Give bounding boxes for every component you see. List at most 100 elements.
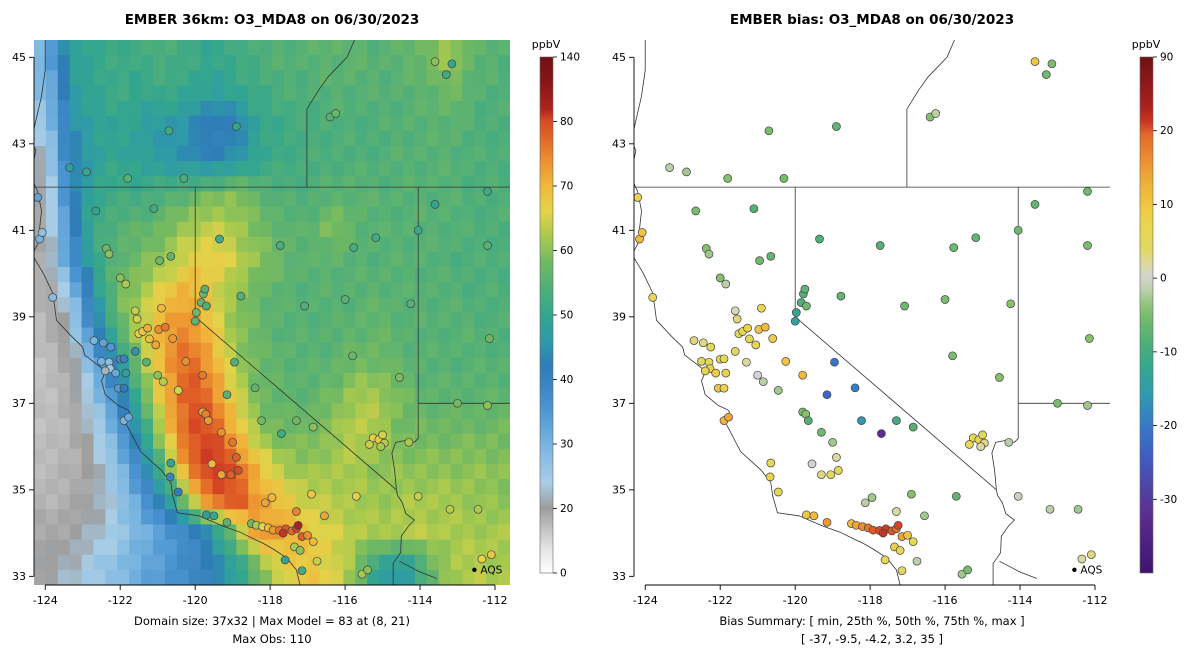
station-point xyxy=(348,351,357,361)
y-tick-label: 37 xyxy=(612,397,626,410)
colorbar-tick-label: 40 xyxy=(560,374,573,386)
station-point xyxy=(441,70,451,79)
station-point xyxy=(1047,59,1057,69)
station-point xyxy=(278,528,288,538)
station-point xyxy=(179,174,189,183)
x-tick-label: -122 xyxy=(708,594,733,607)
station-point xyxy=(963,565,972,575)
station-point xyxy=(751,340,761,350)
station-point xyxy=(893,520,903,530)
station-point xyxy=(755,256,764,265)
colorbar-tick-label: 60 xyxy=(560,245,573,257)
station-point xyxy=(89,336,99,345)
colorbar-tick-label: 10 xyxy=(1160,199,1173,211)
station-point xyxy=(365,440,374,449)
station-point xyxy=(151,340,161,350)
station-point xyxy=(1077,554,1087,564)
station-point xyxy=(912,556,922,566)
station-point xyxy=(951,491,961,501)
model-footer-line1: Domain size: 37x32 | Max Model = 83 at (… xyxy=(134,614,410,628)
bias-chart-layers: AQS -124 -122 -120 -118 -116 -114 -112 33 35 37 39 4… xyxy=(612,40,1177,607)
station-point xyxy=(250,383,260,393)
x-tick-label: -114 xyxy=(1008,594,1033,607)
y-tick-label: 35 xyxy=(12,483,26,496)
colorbar-tick-label: -20 xyxy=(1160,420,1177,432)
station-point xyxy=(745,334,754,344)
station-point xyxy=(706,342,716,352)
station-point xyxy=(757,303,766,313)
station-point xyxy=(297,566,307,576)
colorbar-tick-label: 0 xyxy=(560,568,567,580)
station-point xyxy=(689,336,699,345)
station-point xyxy=(145,334,154,344)
model-chart-layers: AQS -124 -122 -120 -118 -116 -114 -112 33 35 37 39 4… xyxy=(12,40,580,607)
station-point xyxy=(200,284,210,294)
station-point xyxy=(209,511,219,521)
station-point xyxy=(830,357,839,367)
station-point xyxy=(857,416,866,425)
station-point xyxy=(781,357,791,366)
station-point xyxy=(907,489,916,499)
station-point xyxy=(98,338,108,348)
station-point xyxy=(1030,57,1040,66)
station-point xyxy=(82,167,91,177)
station-point xyxy=(181,357,191,366)
station-point xyxy=(995,373,1004,382)
station-point xyxy=(119,383,129,393)
bias-footer-line1: Bias Summary: [ min, 25th %, 50th %, 75t… xyxy=(719,614,1024,628)
station-point xyxy=(1073,504,1083,514)
aqs-legend-label: AQS xyxy=(1080,564,1102,576)
station-point xyxy=(892,416,901,425)
station-point xyxy=(822,517,832,527)
station-point xyxy=(308,422,318,432)
station-point xyxy=(760,322,770,332)
x-tick-label: -118 xyxy=(258,594,283,607)
station-point xyxy=(1004,437,1014,447)
aqs-legend: AQS xyxy=(472,564,503,576)
station-point xyxy=(833,466,843,475)
station-point xyxy=(719,383,729,393)
y-tick-label: 41 xyxy=(612,224,626,237)
x-tick-label: -120 xyxy=(783,594,808,607)
station-point xyxy=(363,565,372,575)
station-point xyxy=(940,295,950,304)
station-point xyxy=(228,437,237,447)
station-point xyxy=(682,167,691,177)
colorbar-tick-label: -10 xyxy=(1160,346,1177,358)
y-tick-label: 35 xyxy=(612,483,626,496)
station-point xyxy=(413,225,423,235)
bias-panel-title: EMBER bias: O3_MDA8 on 06/30/2023 xyxy=(730,12,1014,28)
station-point xyxy=(971,233,981,243)
station-point xyxy=(111,368,121,378)
station-point xyxy=(790,316,800,326)
x-tick-label: -120 xyxy=(183,594,208,607)
station-point xyxy=(143,323,152,333)
colorbar-tick-label: 20 xyxy=(1160,125,1173,137)
station-point xyxy=(453,398,462,408)
station-point xyxy=(376,442,386,451)
y-tick-label: 43 xyxy=(612,137,626,150)
station-point xyxy=(1030,200,1040,209)
colorbar: -30 -20 -10 0 10 20 90 xyxy=(1139,52,1177,574)
station-point xyxy=(721,368,731,378)
station-point xyxy=(155,256,164,265)
station-point xyxy=(908,422,918,432)
station-point xyxy=(976,442,986,451)
station-point xyxy=(719,354,729,364)
station-point xyxy=(832,453,841,462)
station-point xyxy=(37,228,47,237)
station-point xyxy=(483,401,492,410)
station-point xyxy=(802,510,811,520)
station-point xyxy=(121,368,131,378)
station-point xyxy=(637,228,647,237)
station-point xyxy=(191,308,201,317)
station-point xyxy=(168,334,178,343)
station-point xyxy=(965,440,974,449)
station-point xyxy=(340,295,350,304)
station-point xyxy=(486,550,496,560)
station-point xyxy=(404,437,414,447)
station-point xyxy=(164,126,174,136)
station-point xyxy=(130,306,140,316)
station-point xyxy=(753,370,763,380)
y-tick-label: 45 xyxy=(12,51,26,64)
